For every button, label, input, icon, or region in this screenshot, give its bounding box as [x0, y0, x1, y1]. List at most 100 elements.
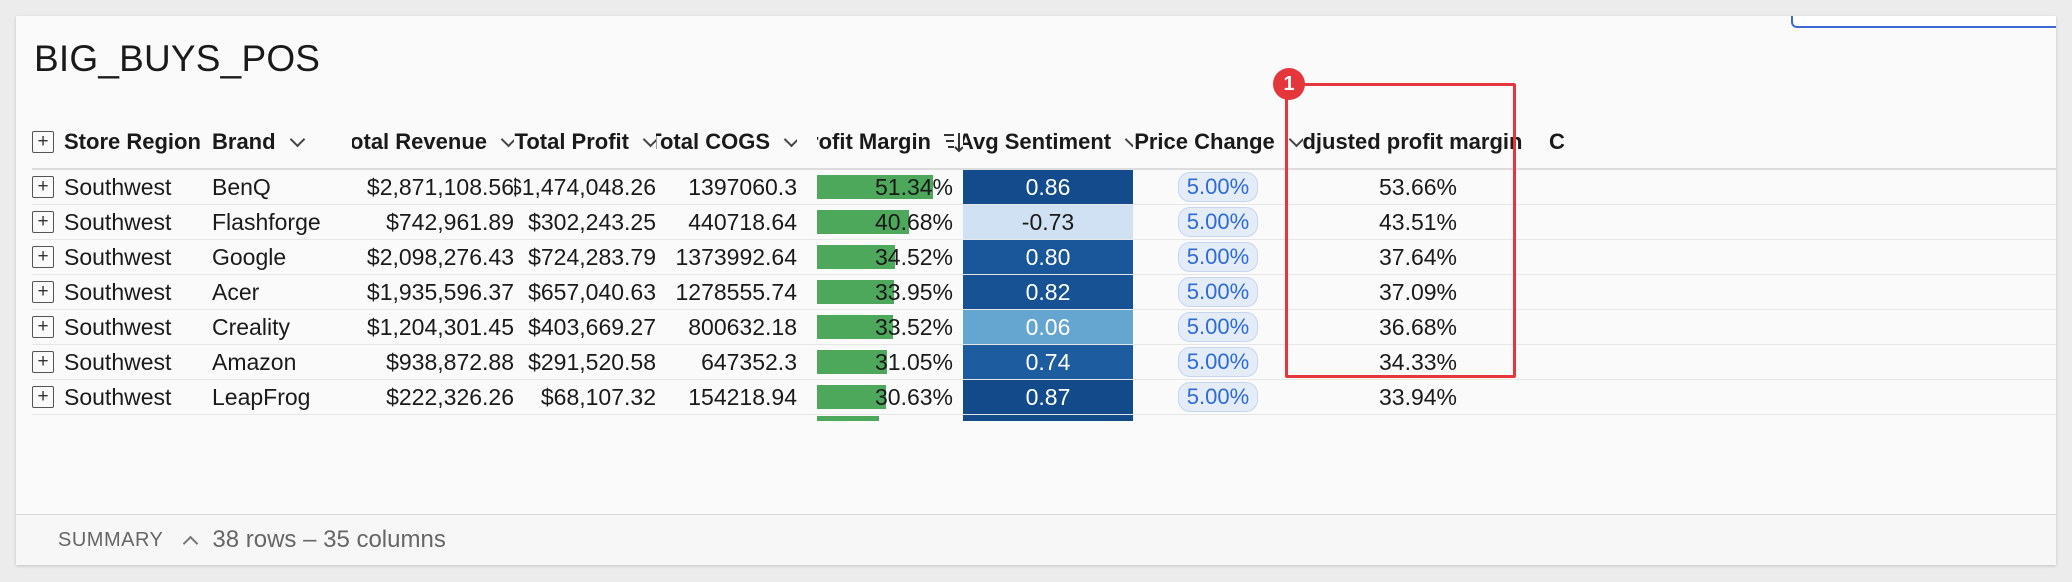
column-header-label: C	[1549, 129, 1565, 154]
cogs-cell: 154218.94	[688, 383, 797, 410]
store-region-value: Southwest	[64, 313, 172, 340]
revenue-cell: $222,326.26	[386, 383, 514, 410]
profit-margin-cell: 30.63%	[817, 380, 963, 414]
revenue-cell: $742,961.89	[386, 208, 514, 235]
chevron-down-icon[interactable]	[783, 131, 797, 147]
table-row[interactable]: + Southwest Acer $1,935,596.37 $657,040.63 12…	[32, 275, 2056, 310]
expand-row-icon[interactable]: +	[32, 176, 54, 198]
avg-sentiment-cell: 0.80	[963, 240, 1133, 274]
profit-cell: $68,107.32	[540, 383, 656, 410]
expand-row-icon[interactable]: +	[32, 281, 54, 303]
profit-cell: $403,669.27	[528, 313, 656, 340]
adj-margin-cell: 37.64%	[1378, 243, 1457, 270]
profit-margin-bar	[817, 315, 893, 339]
expand-row-icon[interactable]: +	[32, 351, 54, 373]
table-row[interactable]: + Southwest Creality $1,204,301.45 $403,669.…	[32, 310, 2056, 345]
price-change-cell: 5.00%	[1133, 170, 1303, 204]
profit-margin-cell: 33.95%	[817, 275, 963, 309]
column-header-brand[interactable]: Brand	[212, 116, 352, 168]
profit-margin-cell: 51.34%	[817, 170, 963, 204]
column-header-adj-margin[interactable]: Adjusted profit margin	[1303, 116, 1533, 168]
price-change-cell: 5.00%	[1133, 205, 1303, 239]
expand-row-icon[interactable]: +	[32, 211, 54, 233]
revenue-cell: $2,871,108.56	[366, 173, 514, 200]
adj-margin-cell: 37.09%	[1378, 278, 1457, 305]
store-region-value: Southwest	[64, 208, 172, 235]
profit-margin-bar	[817, 175, 933, 199]
price-change-pill: 5.00%	[1177, 172, 1259, 202]
revenue-cell: $1,204,301.45	[366, 313, 514, 340]
chevron-up-icon[interactable]	[183, 535, 199, 551]
price-change-cell: 5.00%	[1133, 310, 1303, 344]
profit-cell: $302,243.25	[528, 208, 656, 235]
expand-row-icon[interactable]: +	[32, 246, 54, 268]
revenue-cell: $2,098,276.43	[366, 243, 514, 270]
column-header-label: Total COGS	[656, 129, 770, 154]
price-change-cell: 5.00%	[1133, 380, 1303, 414]
brand-cell: Creality	[212, 313, 290, 340]
profit-cell: $724,283.79	[528, 243, 656, 270]
adj-margin-cell: 34.33%	[1378, 348, 1457, 375]
column-header-margin[interactable]: Profit Margin	[817, 116, 963, 168]
store-region-value: Southwest	[64, 348, 172, 375]
column-header-price-change[interactable]: Price Change	[1133, 116, 1303, 168]
column-header-label: Total Profit	[514, 129, 629, 154]
column-header-revenue[interactable]: Total Revenue	[352, 116, 514, 168]
header-row: + Store Region Brand Total Revenue Total Pro…	[32, 116, 2056, 170]
annotation-badge: 1	[1273, 68, 1305, 100]
store-region-value: Southwest	[64, 173, 172, 200]
adj-margin-cell: 36.68%	[1378, 313, 1457, 340]
store-region-value: Southwest	[64, 243, 172, 270]
column-header-sentiment[interactable]: Avg Sentiment	[963, 116, 1133, 168]
chevron-down-icon[interactable]	[1288, 131, 1303, 147]
chevron-down-icon[interactable]	[500, 131, 514, 147]
profit-margin-value: 33.95%	[874, 278, 953, 305]
profit-margin-value: 33.52%	[874, 313, 953, 340]
store-region-cell: + Southwest	[32, 310, 202, 344]
cogs-cell: 800632.18	[688, 313, 797, 340]
adj-margin-cell: 53.66%	[1378, 173, 1457, 200]
expand-row-icon[interactable]: +	[32, 316, 54, 338]
adj-margin-cell: 43.51%	[1378, 208, 1457, 235]
expand-all-icon[interactable]: +	[32, 131, 54, 153]
table-row-partial	[32, 415, 2056, 421]
profit-margin-bar	[817, 280, 894, 304]
sort-descending-icon[interactable]	[943, 131, 963, 153]
price-change-cell: 5.00%	[1133, 345, 1303, 379]
column-header-cogs[interactable]: Total COGS	[656, 116, 797, 168]
chevron-down-icon[interactable]	[1124, 131, 1133, 147]
chevron-down-icon[interactable]	[289, 131, 305, 147]
table-row[interactable]: + Southwest Amazon $938,872.88 $291,520.58 64…	[32, 345, 2056, 380]
table-row[interactable]: + Southwest BenQ $2,871,108.56 $1,474,048.26…	[32, 170, 2056, 205]
profit-margin-bar	[817, 245, 895, 269]
cogs-cell: 647352.3	[701, 348, 797, 375]
table-row[interactable]: + Southwest Flashforge $742,961.89 $302,243.…	[32, 205, 2056, 240]
adj-margin-cell: 33.94%	[1378, 383, 1457, 410]
store-region-value: Southwest	[64, 383, 172, 410]
revenue-cell: $1,935,596.37	[366, 278, 514, 305]
brand-cell: LeapFrog	[212, 383, 311, 410]
profit-margin-cell: 33.52%	[817, 310, 963, 344]
column-header-label: Brand	[212, 129, 276, 154]
table-row[interactable]: + Southwest LeapFrog $222,326.26 $68,107.32 1…	[32, 380, 2056, 415]
store-region-cell: + Southwest	[32, 345, 202, 379]
column-header-region[interactable]: + Store Region	[32, 116, 212, 168]
expand-row-icon[interactable]: +	[32, 386, 54, 408]
chevron-down-icon[interactable]	[642, 131, 656, 147]
top-control-partial[interactable]	[1791, 16, 2056, 28]
column-header-label: Adjusted profit margin	[1303, 129, 1523, 154]
price-change-cell: 5.00%	[1133, 275, 1303, 309]
column-header-next[interactable]: C	[1549, 116, 1589, 168]
store-region-cell: + Southwest	[32, 380, 202, 414]
profit-margin-value: 34.52%	[874, 243, 953, 270]
cogs-cell: 440718.64	[688, 208, 797, 235]
table-row[interactable]: + Southwest Google $2,098,276.43 $724,283.79…	[32, 240, 2056, 275]
cogs-cell: 1397060.3	[688, 173, 797, 200]
store-region-cell: + Southwest	[32, 205, 202, 239]
profit-margin-cell: 40.68%	[817, 205, 963, 239]
brand-cell: Flashforge	[212, 208, 321, 235]
column-header-profit[interactable]: Total Profit	[514, 116, 656, 168]
profit-margin-value: 30.63%	[874, 383, 953, 410]
summary-bar[interactable]: SUMMARY 38 rows – 35 columns	[16, 514, 2056, 565]
avg-sentiment-cell: 0.87	[963, 380, 1133, 414]
